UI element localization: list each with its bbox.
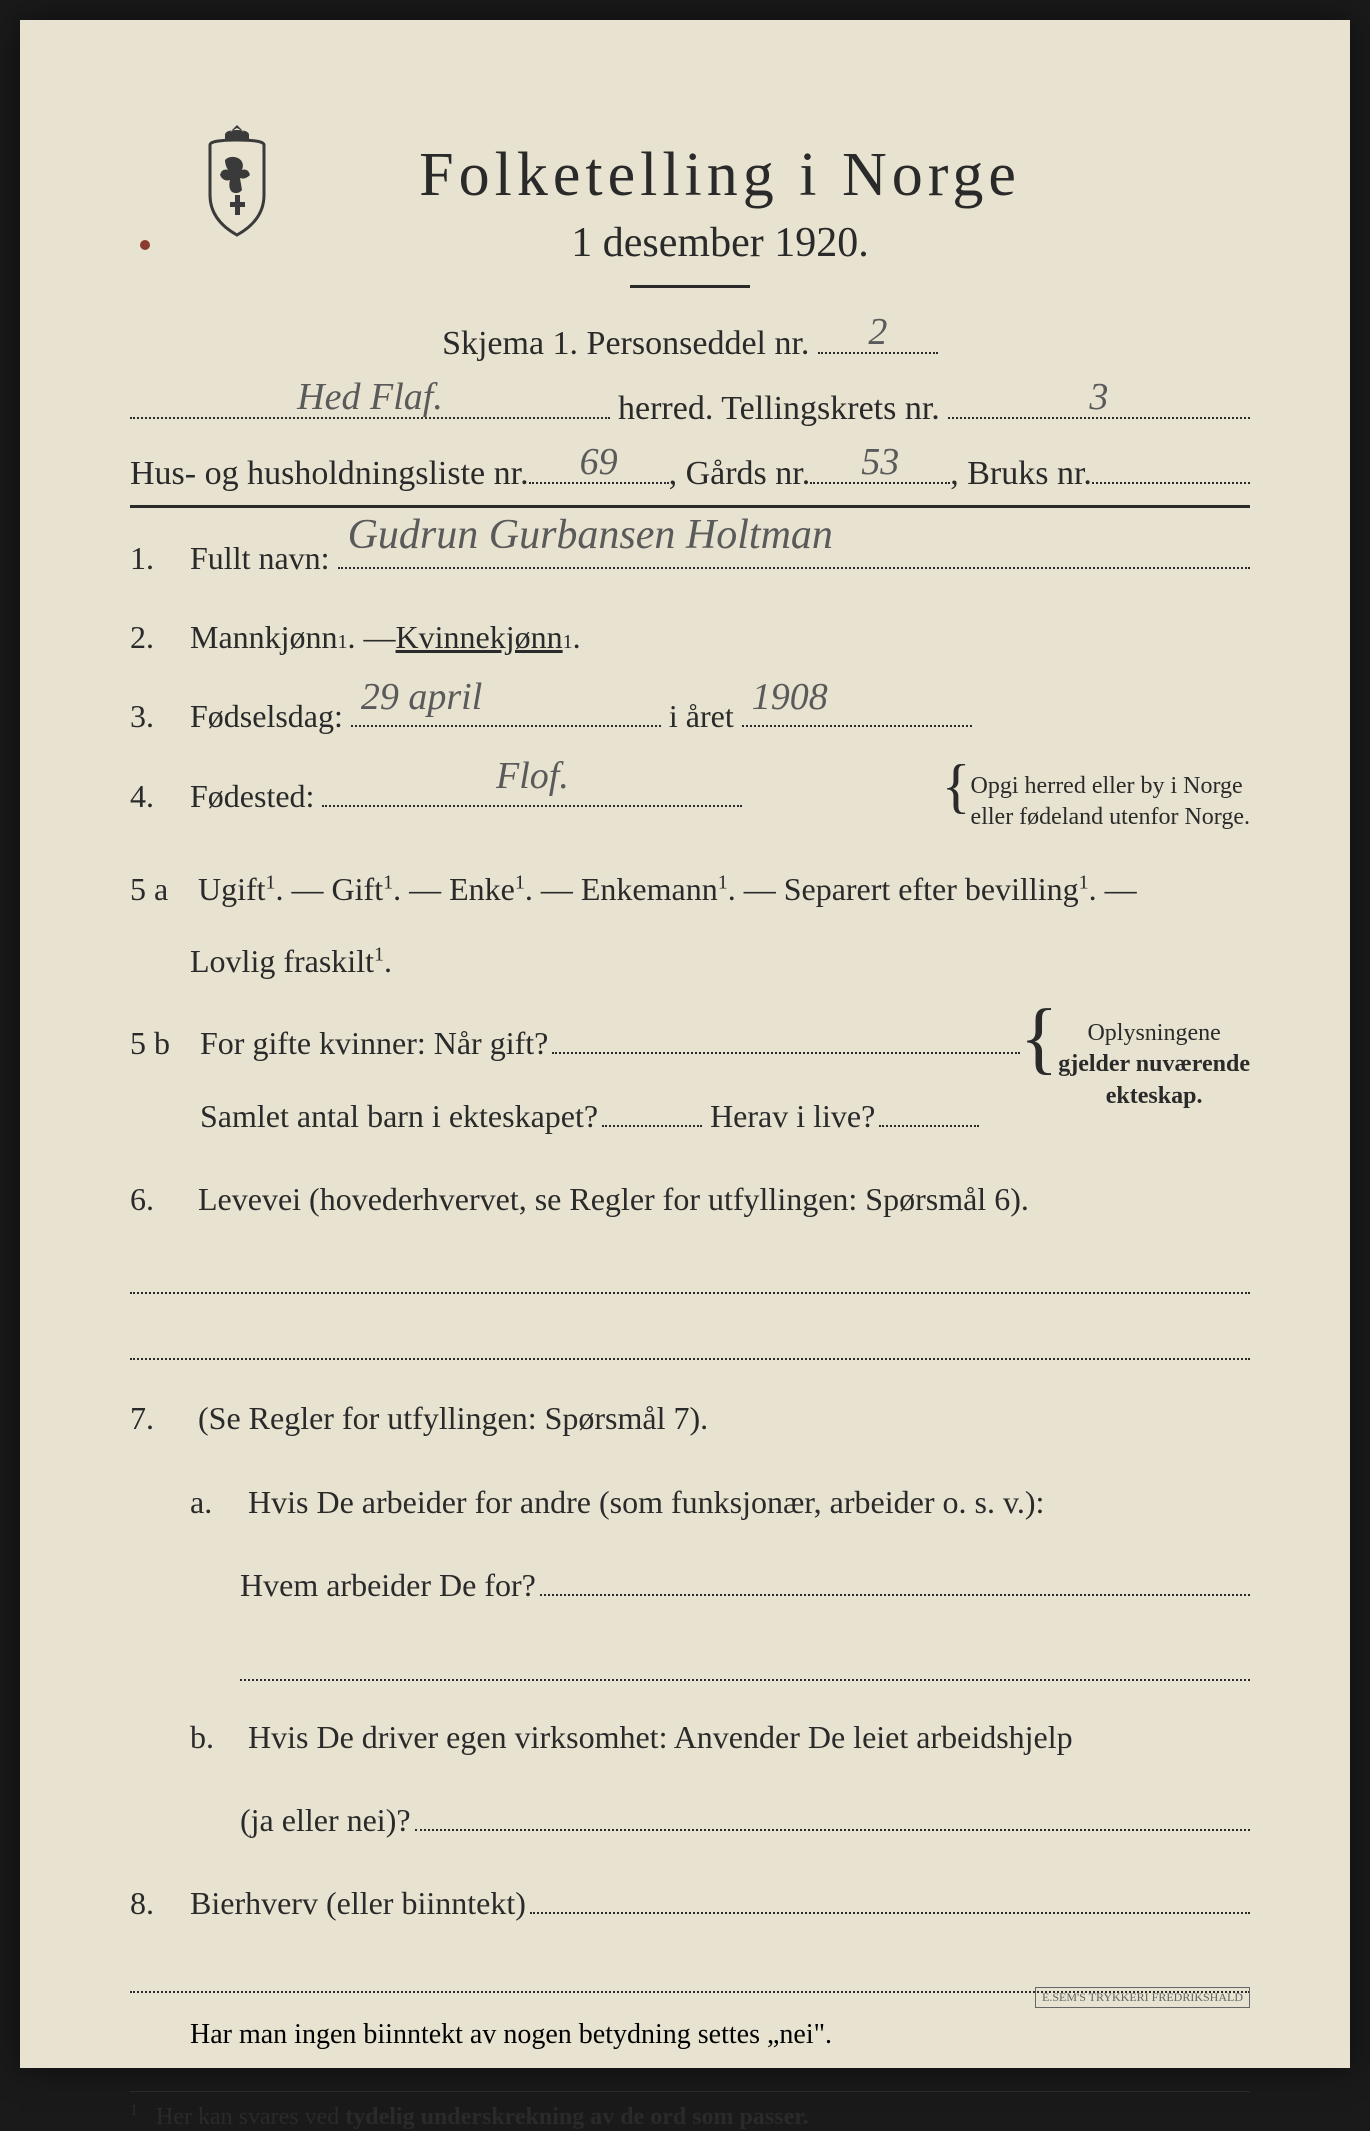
row-5b: 5 b For gifte kvinner: Når gift? Samlet …	[130, 1018, 1250, 1142]
brace-icon-2: {	[1020, 1018, 1058, 1058]
row7-text: (Se Regler for utfyllingen: Spørsmål 7).	[198, 1400, 708, 1436]
employer-field	[540, 1560, 1250, 1596]
row-num-7: 7.	[130, 1390, 190, 1448]
row-num-2: 2.	[130, 612, 190, 663]
row-num-6: 6.	[130, 1171, 190, 1229]
gards-field: 53	[810, 448, 950, 484]
row4-note: Opgi herred eller by i Norge eller fødel…	[971, 771, 1250, 833]
row6-line2	[130, 1324, 1250, 1360]
subtitle: 1 desember 1920.	[190, 219, 1250, 267]
row5a-text2: Lovlig fraskilt1.	[130, 933, 1250, 991]
birthplace-field: Flof.	[322, 771, 742, 807]
row-num-7a: a.	[190, 1474, 240, 1532]
footer-note: Har man ingen biinntekt av nogen betydni…	[130, 2019, 1250, 2051]
brace-icon: {	[942, 771, 971, 801]
row-num-1: 1.	[130, 533, 190, 584]
personseddel-field: 2	[818, 318, 938, 354]
bruks-label: , Bruks nr.	[950, 455, 1092, 493]
printer-mark: E.SEM'S TRYKKERI FREDRIKSHALD	[1035, 1987, 1250, 2008]
barn-field	[602, 1091, 702, 1127]
title-row: Folketelling i Norge	[130, 140, 1250, 211]
bierhverv-field	[530, 1878, 1250, 1914]
row7a-text1: Hvis De arbeider for andre (som funksjon…	[248, 1484, 1044, 1520]
row5b-a: For gifte kvinner: Når gift?	[200, 1018, 548, 1069]
live-field	[879, 1091, 979, 1127]
row-6: 6. Levevei (hovederhvervet, se Regler fo…	[130, 1171, 1250, 1361]
hus-label: Hus- og husholdningsliste nr.	[130, 455, 529, 493]
row1-label: Fullt navn:	[190, 533, 330, 584]
row4-label: Fødested:	[190, 771, 314, 822]
row-num-4: 4.	[130, 771, 190, 822]
hus-line: Hus- og husholdningsliste nr. 69 , Gårds…	[130, 448, 1250, 493]
gards-label: , Gårds nr.	[669, 455, 811, 493]
row5b-b: Samlet antal barn i ekteskapet?	[200, 1091, 598, 1142]
row2-mann: Mannkjønn	[190, 612, 338, 663]
birthyear-field: 1908	[742, 691, 972, 727]
row5a-text: Ugift1. — Gift1. — Enke1. — Enkemann1. —…	[198, 871, 1137, 907]
herred-field: Hed Flaf.	[130, 383, 610, 419]
schema-label: Skjema 1. Personseddel nr.	[442, 325, 809, 362]
gift-field	[552, 1018, 1019, 1054]
hus-field: 69	[529, 448, 669, 484]
row-5a: 5 a Ugift1. — Gift1. — Enke1. — Enkemann…	[130, 861, 1250, 990]
row7b-text2: (ja eller nei)?	[240, 1792, 411, 1850]
row-num-5a: 5 a	[130, 861, 190, 919]
census-form-page: Folketelling i Norge 1 desember 1920. Sk…	[20, 20, 1350, 2068]
tellingskrets-field: 3	[948, 383, 1250, 419]
row8-text: Bierhverv (eller biinntekt)	[190, 1878, 526, 1929]
row3-mid: i året	[669, 691, 734, 742]
row7a-text2: Hvem arbeider De for?	[240, 1557, 536, 1615]
row-7: 7. (Se Regler for utfyllingen: Spørsmål …	[130, 1390, 1250, 1850]
birthdate-field: 29 april	[351, 691, 661, 727]
row-1: 1. Fullt navn: Gudrun Gurbansen Holtman	[130, 533, 1250, 584]
main-title: Folketelling i Norge	[419, 140, 1021, 211]
row-3: 3. Fødselsdag: 29 april i året 1908	[130, 691, 1250, 742]
row-num-3: 3.	[130, 691, 190, 742]
row-8: 8. Bierhverv (eller biinntekt)	[130, 1878, 1250, 1929]
bruks-field	[1092, 448, 1250, 484]
footnote-rule	[130, 2091, 1250, 2092]
name-field: Gudrun Gurbansen Holtman	[338, 533, 1250, 569]
row5b-note: Oplysningene gjelder nuværende ekteskap.	[1058, 1018, 1250, 1112]
row2-kvinne: Kvinnekjønn	[396, 612, 563, 663]
row6-line1	[130, 1258, 1250, 1294]
row7b-text1: Hvis De driver egen virksomhet: Anvender…	[248, 1719, 1073, 1755]
herred-label: herred. Tellingskrets nr.	[618, 390, 940, 428]
footnote: 1 Her kan svares ved tydelig underskrekn…	[130, 2102, 1250, 2131]
row7a-line	[240, 1645, 1250, 1681]
row5b-c: Herav i live?	[710, 1091, 875, 1142]
red-mark	[140, 240, 150, 250]
row-4: 4. Fødested: Flof. { Opgi herred eller b…	[130, 771, 1250, 833]
schema-line: Skjema 1. Personseddel nr. 2	[130, 318, 1250, 363]
row6-text: Levevei (hovederhvervet, se Regler for u…	[198, 1181, 1029, 1217]
row3-label: Fødselsdag:	[190, 691, 343, 742]
row-num-8: 8.	[130, 1878, 190, 1929]
row-7b: b. Hvis De driver egen virksomhet: Anven…	[130, 1709, 1250, 1850]
row-2: 2. Mannkjønn1 . — Kvinnekjønn1.	[130, 612, 1250, 663]
title-rule	[630, 285, 750, 288]
row-num-7b: b.	[190, 1709, 240, 1767]
hired-help-field	[415, 1795, 1250, 1831]
coat-of-arms-icon	[190, 120, 285, 240]
row-7a: a. Hvis De arbeider for andre (som funks…	[130, 1474, 1250, 1681]
herred-line: Hed Flaf. herred. Tellingskrets nr. 3	[130, 383, 1250, 428]
row-num-5b: 5 b	[130, 1018, 200, 1069]
